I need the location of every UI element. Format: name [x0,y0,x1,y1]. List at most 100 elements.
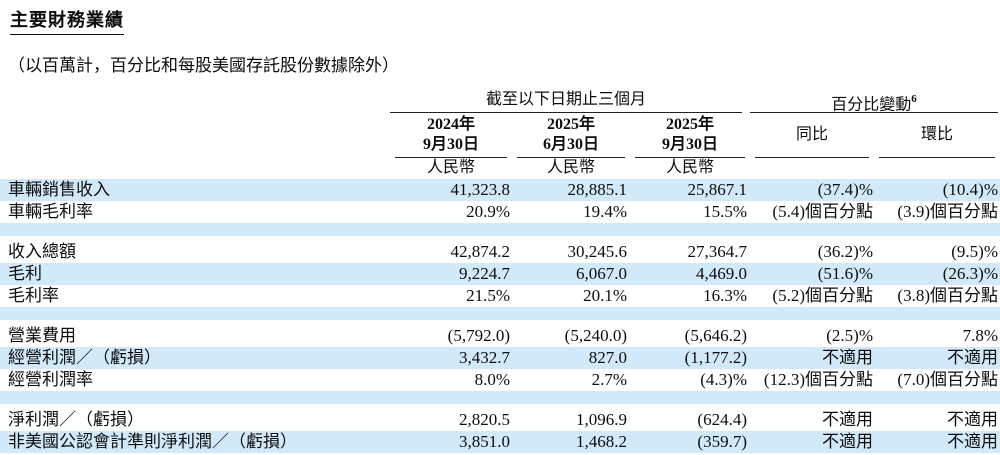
table-row: 非美國公認會計準則淨利潤／（虧損） 3,851.0 1,468.2 (359.7) 不適… [0,431,1000,453]
value-2025-06-30: (5,240.0) [564,326,627,345]
value-qoq-change: (26.3)% [942,264,998,283]
table-span-header-row: 截至以下日期止三個月 百分比變動6 [0,88,1000,113]
value-2025-09-30: 15.5% [703,202,747,221]
value-yoy-change: (51.6)% [817,264,873,283]
value-2025-09-30: 27,364.7 [687,242,748,261]
value-qoq-change: (3.9)個百分點 [897,202,998,221]
value-2025-06-30: 30,245.6 [567,242,628,261]
table-row: 營業費用 (5,792.0) (5,240.0) (5,646.2) (2.5)% 7.8… [0,325,1000,347]
value-2025-06-30: 1,468.2 [576,432,627,451]
table-row: 車輛毛利率 20.9% 19.4% 15.5% (5.4)個百分點 (3.9)個百分點 [0,201,1000,223]
change-span-header: 百分比變動6 [750,88,998,113]
value-yoy-change: (12.3)個百分點 [763,370,873,389]
value-qoq-change: (10.4)% [942,180,998,199]
table-body: 車輛銷售收入 41,323.8 28,885.1 25,867.1 (37.4)% (10… [0,179,1000,453]
financial-table: 截至以下日期止三個月 百分比變動6 2024年 9月30日 2025年 6月30日 20… [0,88,1000,453]
value-2024-09-30: 9,224.7 [459,264,510,283]
value-qoq-change: (3.8)個百分點 [897,286,998,305]
spacer-row [0,307,1000,325]
date-column-underline: 2024年 9月30日 [395,113,507,158]
table-row: 收入總額 42,874.2 30,245.6 27,364.7 (36.2)% (9.5)… [0,241,1000,263]
value-qoq-change: 不適用 [947,348,998,367]
value-yoy-change: 不適用 [822,432,873,451]
row-label: 非美國公認會計準則淨利潤／（虧損） [8,432,297,451]
value-yoy-change: (36.2)% [817,242,873,261]
period-span-header: 截至以下日期止三個月 [390,88,742,113]
change-span-label: 百分比變動 [831,96,912,114]
value-yoy-change: (2.5)% [826,326,873,345]
row-label: 收入總額 [8,242,76,261]
value-2024-09-30: 8.0% [474,370,510,389]
table-row: 車輛銷售收入 41,323.8 28,885.1 25,867.1 (37.4)% (10… [0,179,1000,201]
change-column-header: 同比 [750,113,874,158]
value-2025-09-30: (5,646.2) [684,326,747,345]
spacer-row [0,391,1000,409]
date-column-header: 2024年 9月30日 [390,113,512,158]
row-label: 車輛銷售收入 [8,180,110,199]
value-2025-09-30: (624.4) [697,410,747,429]
table-row: 經營利潤率 8.0% 2.7% (4.3)% (12.3)個百分點 (7.0)個百分點 [0,369,1000,391]
page-title: 主要財務業績 [10,6,124,35]
value-2024-09-30: 41,323.8 [450,180,511,199]
value-2025-09-30: 4,469.0 [696,264,747,283]
currency-label: 人民幣 [546,159,595,176]
span-header-spacer [0,88,390,113]
value-2025-09-30: (1,177.2) [684,348,747,367]
value-2025-06-30: 827.0 [588,348,627,367]
spacer-row [0,223,1000,241]
change-column-label: 環比 [920,126,953,143]
value-2025-06-30: 28,885.1 [567,180,628,199]
value-qoq-change: (7.0)個百分點 [897,370,998,389]
value-2025-06-30: 6,067.0 [576,264,627,283]
value-2024-09-30: 42,874.2 [450,242,511,261]
value-qoq-change: 不適用 [947,432,998,451]
value-yoy-change: 不適用 [822,348,873,367]
footnote-marker: 6 [911,93,917,105]
value-2024-09-30: (5,792.0) [447,326,510,345]
currency-label: 人民幣 [665,159,714,176]
date-column-underline: 2025年 9月30日 [635,113,745,158]
value-2025-09-30: 25,867.1 [687,180,748,199]
currency-spacer [874,157,1000,179]
value-2025-09-30: (4.3)% [700,370,747,389]
value-yoy-change: (37.4)% [817,180,873,199]
value-2025-06-30: 20.1% [583,286,627,305]
value-yoy-change: (5.2)個百分點 [772,286,873,305]
row-label: 車輛毛利率 [8,202,93,221]
row-label: 毛利 [8,264,42,283]
date-line-1: 2024年 [426,116,475,133]
change-column-header: 環比 [874,113,1000,158]
value-qoq-change: (9.5)% [951,242,998,261]
change-column-label: 同比 [795,126,828,143]
page-subtitle: （以百萬計，百分比和每股美國存託股份數據除外） [8,56,399,75]
row-label: 經營利潤／（虧損） [8,348,161,367]
table-row: 淨利潤／（虧損） 2,820.5 1,096.9 (624.4) 不適用 不適用 [0,409,1000,431]
value-qoq-change: 不適用 [947,410,998,429]
row-label: 營業費用 [8,326,76,345]
date-column-header: 2025年 6月30日 [512,113,630,158]
value-2024-09-30: 3,851.0 [459,432,510,451]
row-label: 淨利潤／（虧損） [8,410,144,429]
value-2025-06-30: 1,096.9 [576,410,627,429]
value-2025-09-30: 16.3% [703,286,747,305]
value-2024-09-30: 21.5% [466,286,510,305]
table-row: 毛利 9,224.7 6,067.0 4,469.0 (51.6)% (26.3)% [0,263,1000,285]
table-row: 毛利率 21.5% 20.1% 16.3% (5.2)個百分點 (3.8)個百分點 [0,285,1000,307]
value-qoq-change: 7.8% [962,326,998,345]
value-2024-09-30: 3,432.7 [459,348,510,367]
column-header-spacer [0,113,390,157]
value-2024-09-30: 20.9% [466,202,510,221]
date-column-underline: 2025年 6月30日 [517,113,625,158]
currency-row-spacer [0,157,390,179]
currency-spacer [750,157,874,179]
date-line-1: 2025年 [546,116,595,133]
table-currency-row: 人民幣 人民幣 人民幣 [0,157,1000,179]
period-span-label: 截至以下日期止三個月 [485,91,646,108]
table-column-header-row: 2024年 9月30日 2025年 6月30日 2025年 9月30日 同比 環比 [0,113,1000,158]
value-2025-09-30: (359.7) [697,432,747,451]
change-column-underline: 環比 [879,113,995,158]
value-2024-09-30: 2,820.5 [459,410,510,429]
date-line-2: 6月30日 [542,136,599,153]
value-2025-06-30: 2.7% [591,370,627,389]
